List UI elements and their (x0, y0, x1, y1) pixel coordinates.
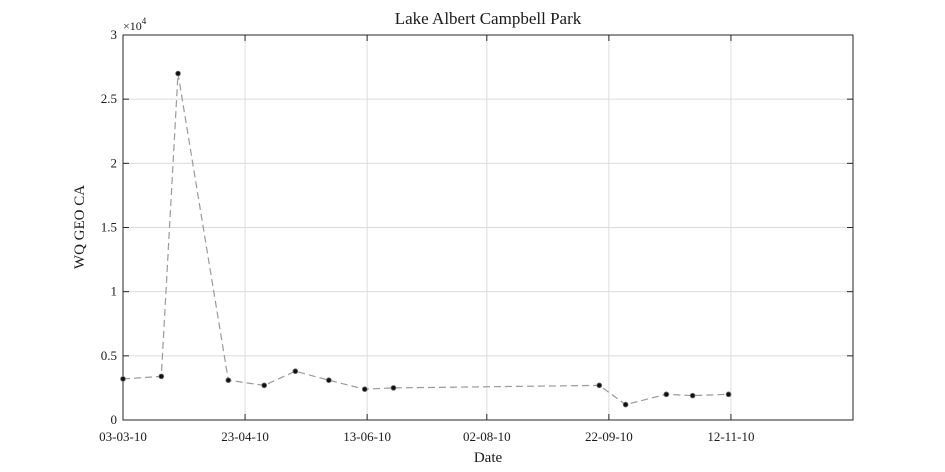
y-tick-label: 1.5 (101, 220, 117, 235)
y-multiplier-base: ×10 (123, 19, 142, 33)
y-tick-label: 2.5 (101, 91, 117, 106)
data-point (663, 391, 670, 398)
x-tick-label: 02-08-10 (463, 429, 511, 444)
x-tick-label: 03-03-10 (99, 429, 147, 444)
y-tick-label: 0.5 (101, 348, 117, 363)
axis-ticks (122, 34, 853, 421)
y-multiplier-label: ×104 (123, 16, 147, 33)
y-tick-label: 2 (111, 155, 118, 170)
data-point (292, 368, 299, 375)
x-tick-labels: 03-03-10 23-04-10 13-06-10 02-08-10 22-09-10… (99, 429, 754, 444)
data-point (225, 377, 232, 384)
data-point (689, 392, 696, 399)
y-tick-labels: 0 0.5 1 1.5 2 2.5 3 (101, 27, 117, 427)
data-point (725, 391, 732, 398)
data-series (120, 70, 732, 408)
data-point (261, 382, 268, 389)
x-tick-label: 13-06-10 (343, 429, 391, 444)
y-multiplier-exponent: 4 (142, 16, 147, 26)
data-point (361, 386, 368, 393)
x-axis-label: Date (474, 450, 503, 466)
data-point (390, 385, 397, 391)
grid (122, 34, 853, 421)
data-point (622, 401, 629, 408)
data-point (158, 373, 165, 380)
x-tick-label: 23-04-10 (221, 429, 269, 444)
data-point (326, 377, 332, 384)
x-tick-label: 12-11-10 (707, 429, 754, 444)
y-tick-label: 1 (111, 284, 118, 299)
chart-title: Lake Albert Campbell Park (395, 9, 582, 28)
y-axis-label: WQ GEO CA (72, 185, 88, 269)
x-tick-label: 22-09-10 (585, 429, 633, 444)
y-tick-label: 0 (111, 412, 118, 427)
y-tick-label: 3 (111, 27, 118, 42)
data-point (120, 376, 126, 382)
series-line (122, 73, 729, 406)
data-point (596, 382, 603, 389)
data-point (175, 70, 181, 77)
